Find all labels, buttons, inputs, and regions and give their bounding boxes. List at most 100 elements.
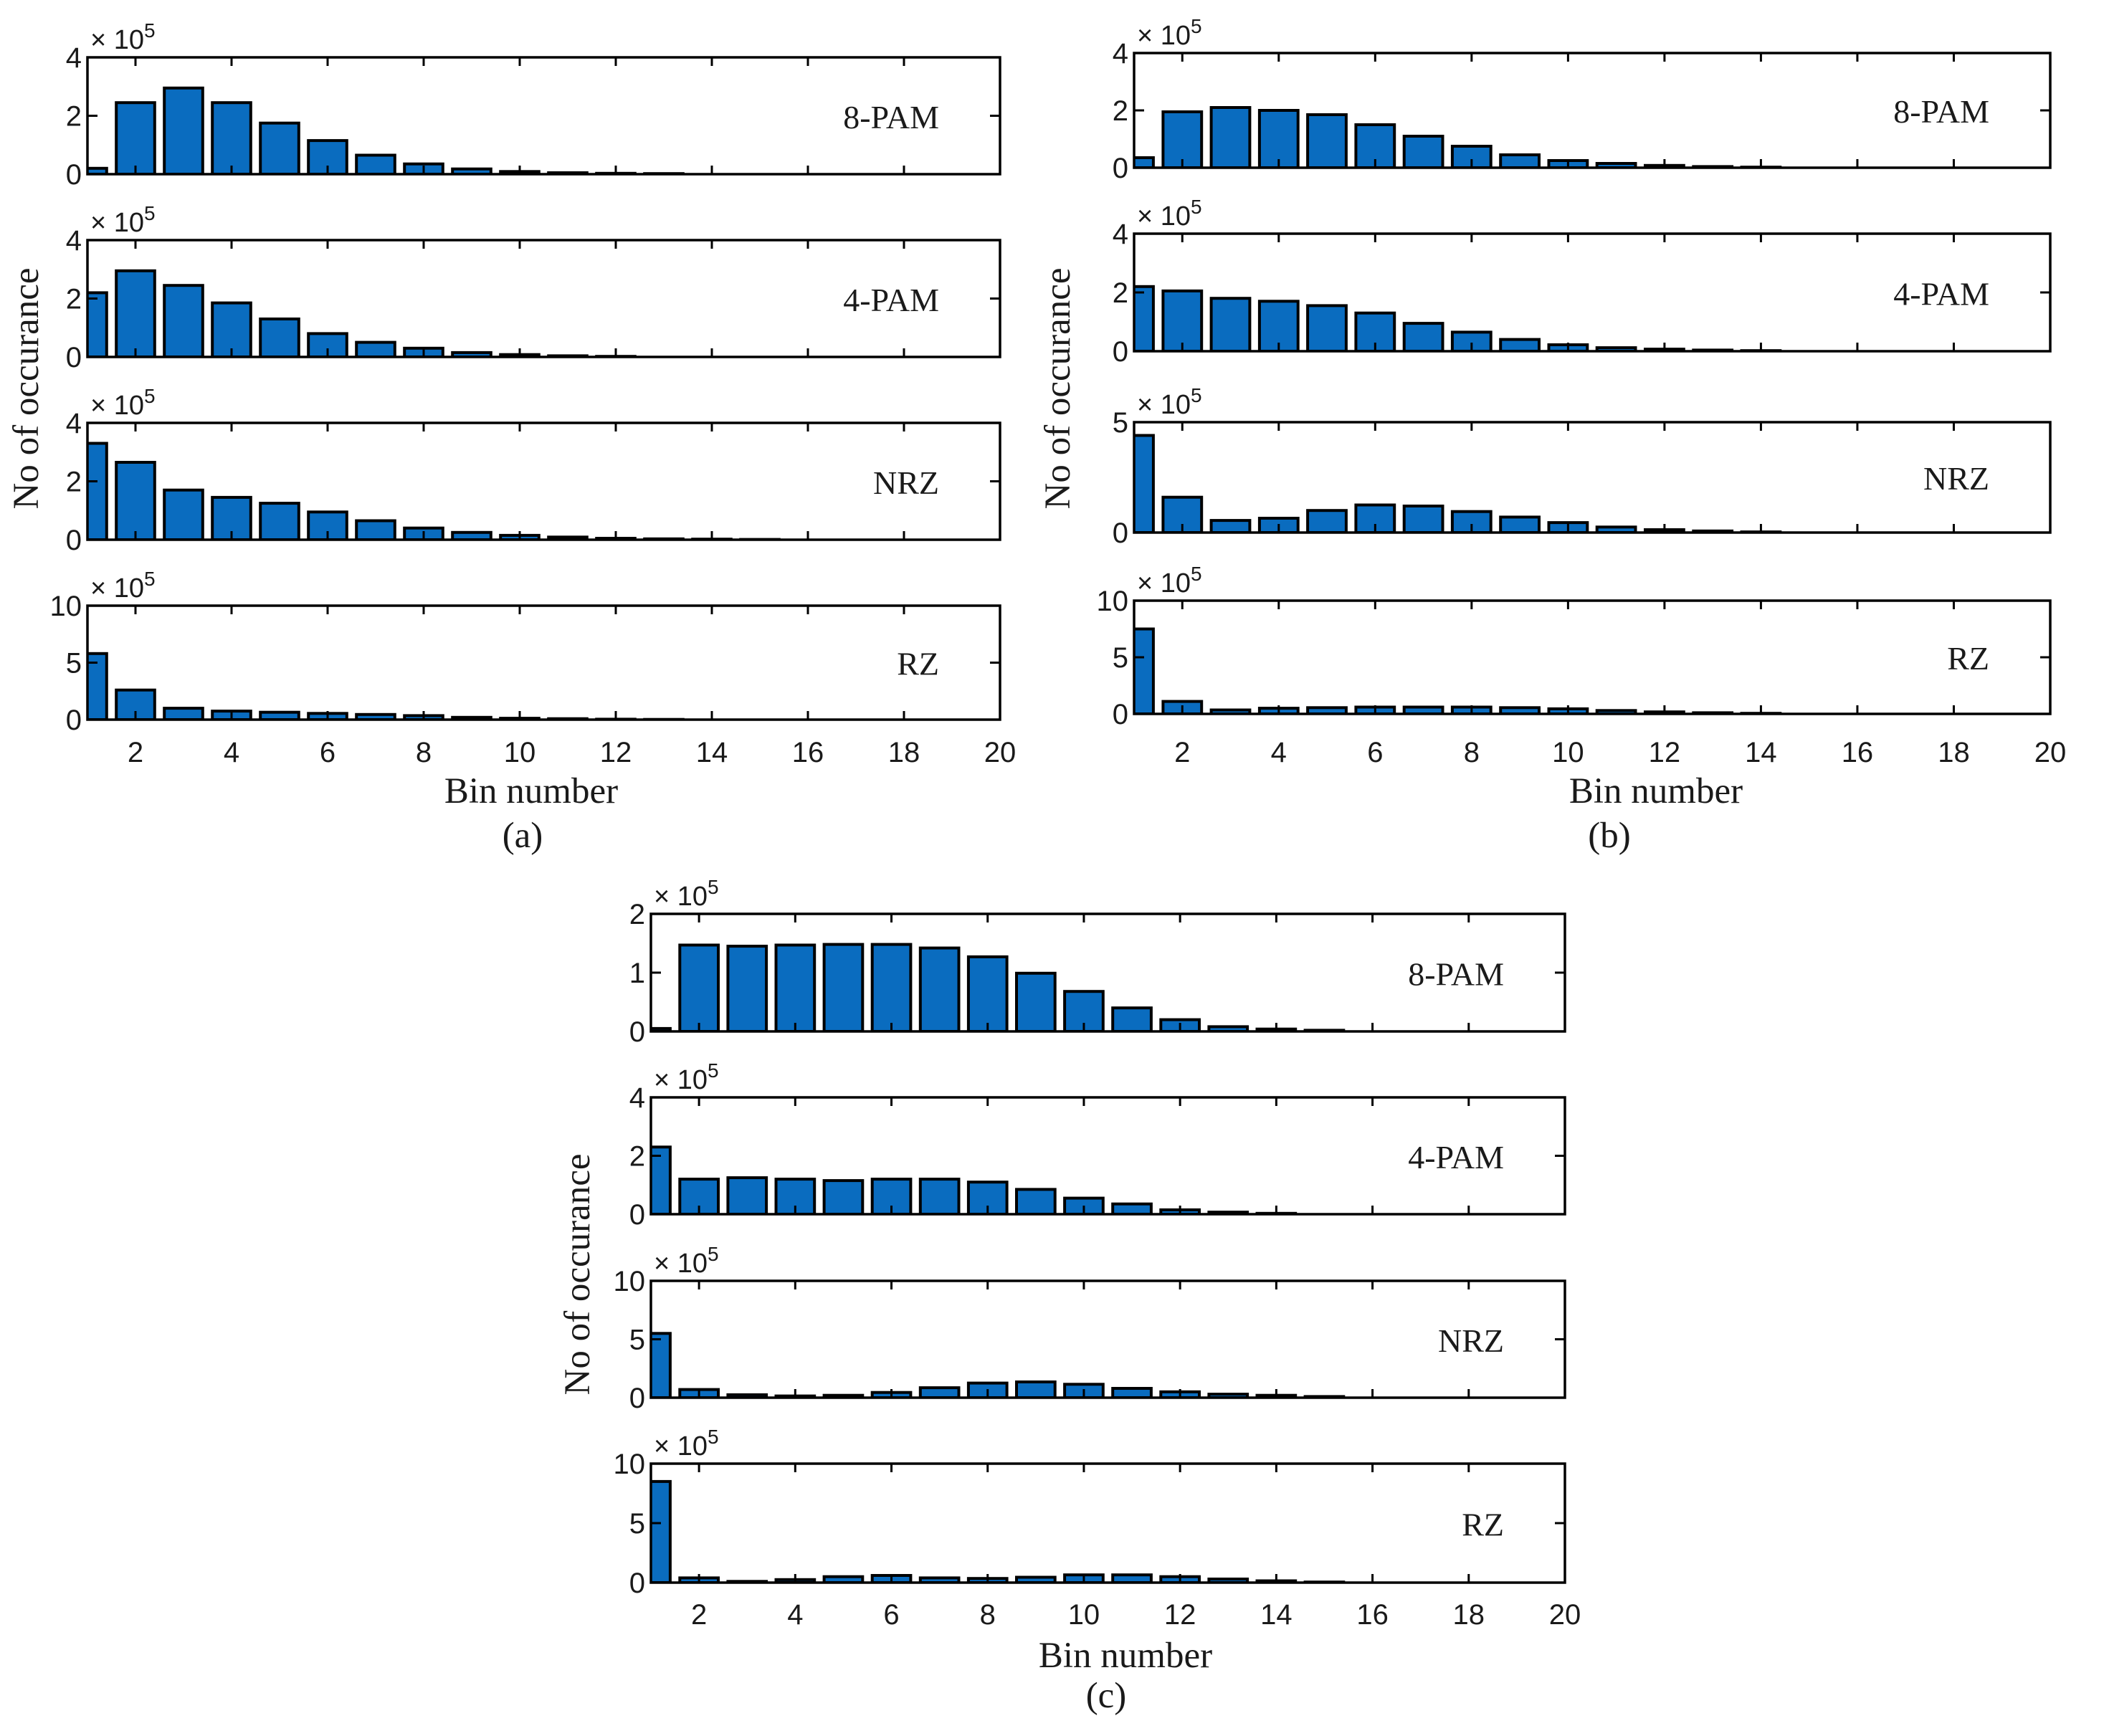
y-tick-label: 10 bbox=[50, 591, 82, 622]
panel-label: 4-PAM bbox=[1893, 275, 1989, 312]
xlabel-a: Bin number bbox=[444, 771, 618, 811]
bar bbox=[163, 707, 204, 720]
bar bbox=[211, 301, 252, 357]
bar bbox=[1111, 1006, 1153, 1031]
caption-a: (a) bbox=[503, 816, 543, 856]
bar bbox=[870, 943, 913, 1031]
bar bbox=[1209, 708, 1252, 714]
bar bbox=[1015, 1380, 1057, 1398]
y-tick-label: 4 bbox=[66, 408, 82, 439]
x-tick-label: 2 bbox=[1174, 737, 1190, 768]
bar bbox=[259, 502, 300, 540]
x-tick-label: 6 bbox=[320, 737, 335, 768]
axes-frame bbox=[649, 1462, 1566, 1584]
x-tick-label: 4 bbox=[787, 1599, 803, 1631]
bars bbox=[651, 1332, 1346, 1398]
panel-label: RZ bbox=[1947, 640, 1989, 677]
exponent-label: × 105 bbox=[90, 385, 156, 421]
bar bbox=[1306, 304, 1348, 351]
panel-nrz: 0 2 4 × 105 NRZ bbox=[66, 385, 1001, 556]
bar bbox=[87, 652, 108, 720]
bar bbox=[259, 318, 300, 357]
y-tick-label: 0 bbox=[66, 525, 82, 556]
bar bbox=[1306, 113, 1348, 168]
y-tick-label: 1 bbox=[629, 958, 645, 989]
caption-c: (c) bbox=[1086, 1676, 1127, 1716]
y-tick-label: 2 bbox=[66, 467, 82, 498]
bar bbox=[1207, 1578, 1249, 1583]
y-tick-label: 4 bbox=[66, 225, 82, 257]
y-tick-label: 10 bbox=[614, 1266, 646, 1297]
panel-label: 8-PAM bbox=[843, 99, 939, 135]
y-tick-label: 0 bbox=[66, 342, 82, 373]
x-tick-label: 18 bbox=[1453, 1599, 1485, 1631]
x-tick-label: 20 bbox=[984, 737, 1017, 768]
bar bbox=[1015, 1188, 1057, 1214]
exponent-label: × 105 bbox=[90, 19, 156, 55]
y-tick-label: 5 bbox=[629, 1508, 645, 1540]
axes-frame bbox=[1133, 599, 2052, 715]
panel-label: 4-PAM bbox=[1408, 1139, 1504, 1175]
axes-frame bbox=[86, 604, 1001, 721]
y-tick-label: 4 bbox=[1113, 219, 1128, 250]
panel-label: RZ bbox=[897, 646, 939, 682]
bar bbox=[1015, 1575, 1057, 1583]
x-tick-label: 10 bbox=[1552, 737, 1584, 768]
bars bbox=[1134, 106, 1782, 168]
bar bbox=[1499, 338, 1541, 351]
bars bbox=[87, 652, 685, 720]
y-tick-label: 0 bbox=[1113, 518, 1128, 549]
bar bbox=[115, 461, 156, 540]
bars bbox=[87, 442, 781, 540]
x-tick-label: 12 bbox=[1164, 1599, 1196, 1631]
bar bbox=[678, 943, 720, 1031]
bars bbox=[1134, 285, 1782, 351]
xlabel-c: Bin number bbox=[1039, 1636, 1212, 1676]
exponent-label: × 105 bbox=[90, 568, 156, 604]
bar bbox=[1134, 285, 1155, 351]
panel-label: NRZ bbox=[1923, 460, 1989, 497]
panel-label: RZ bbox=[1462, 1506, 1504, 1542]
bar bbox=[1595, 346, 1637, 351]
bar bbox=[918, 1386, 961, 1398]
x-tick-label: 2 bbox=[128, 737, 143, 768]
bar bbox=[726, 1393, 768, 1398]
exponent-label: × 105 bbox=[1137, 384, 1202, 420]
exponent-label: × 105 bbox=[654, 1059, 719, 1095]
bar bbox=[1134, 434, 1155, 533]
x-tick-label: 2 bbox=[691, 1599, 707, 1631]
x-tick-label: 16 bbox=[1842, 737, 1874, 768]
bar bbox=[822, 943, 865, 1031]
chart-group-a: No of occurance Bin number (a) 024× 1058… bbox=[6, 19, 1016, 856]
bar bbox=[115, 688, 156, 720]
bars bbox=[1134, 627, 1782, 714]
y-tick-label: 0 bbox=[629, 1016, 645, 1048]
y-tick-label: 0 bbox=[1113, 336, 1128, 368]
bar bbox=[822, 1179, 865, 1214]
y-tick-label: 0 bbox=[66, 705, 82, 736]
x-tick-label: 14 bbox=[696, 737, 728, 768]
bar bbox=[1134, 156, 1155, 168]
y-tick-label: 4 bbox=[66, 42, 82, 74]
bar bbox=[163, 488, 204, 540]
x-tick-label: 4 bbox=[224, 737, 239, 768]
bar bbox=[1402, 135, 1444, 168]
y-tick-label: 5 bbox=[629, 1325, 645, 1356]
x-tick-label: 6 bbox=[883, 1599, 899, 1631]
bars bbox=[87, 86, 685, 174]
bar bbox=[1161, 110, 1204, 168]
caption-b: (b) bbox=[1588, 816, 1630, 856]
panel-label: 4-PAM bbox=[843, 282, 939, 318]
x-tick-label: 16 bbox=[1356, 1599, 1389, 1631]
bar bbox=[918, 946, 961, 1031]
exponent-label: × 105 bbox=[654, 1243, 719, 1279]
y-tick-label: 0 bbox=[629, 1383, 645, 1414]
bar bbox=[1257, 109, 1300, 168]
y-tick-label: 5 bbox=[1113, 642, 1128, 674]
y-tick-label: 10 bbox=[614, 1449, 646, 1480]
bars bbox=[651, 1479, 1346, 1583]
bars bbox=[87, 269, 637, 357]
